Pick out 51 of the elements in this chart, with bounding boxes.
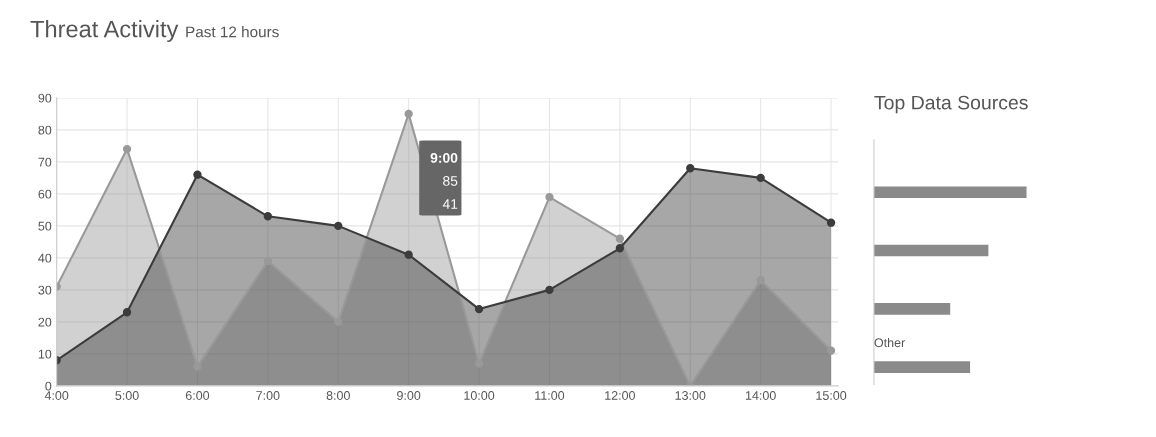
- point: [404, 109, 413, 119]
- point: [404, 250, 413, 259]
- point: [122, 308, 132, 317]
- point: [263, 212, 273, 221]
- point: [615, 244, 625, 253]
- y-tick-label: 80: [38, 125, 52, 135]
- point: [686, 164, 695, 173]
- annotation: 41: [442, 199, 458, 209]
- point: [545, 285, 554, 295]
- y-tick-label: 50: [38, 221, 52, 231]
- x-tick-label: 12:00: [605, 391, 636, 400]
- chart-title: Top Data Sources: [874, 95, 1028, 114]
- x-tick-label: 11:00: [535, 391, 565, 400]
- point: [545, 192, 554, 202]
- x-tick-label: 6:00: [185, 391, 210, 400]
- y-tick-label: 20: [38, 317, 52, 327]
- x-tick-label: 8:00: [326, 391, 350, 400]
- y-tick-label: Other: [874, 337, 905, 348]
- x-tick-label: 13:00: [675, 391, 706, 400]
- x-tick-label: 4:00: [44, 391, 69, 400]
- annotation: 85: [443, 176, 458, 186]
- bar: [873, 361, 971, 373]
- point: [826, 346, 836, 355]
- x-tick-label: 7:00: [256, 391, 280, 400]
- y-tick-label: 30: [38, 285, 52, 295]
- point: [826, 218, 836, 227]
- y-tick-label: 60: [38, 189, 52, 199]
- point: [122, 144, 132, 154]
- point: [474, 304, 484, 314]
- y-tick-label: 90: [38, 93, 52, 103]
- bar: [873, 186, 1027, 199]
- y-tick-label: 40: [38, 253, 52, 263]
- bar: [873, 244, 989, 257]
- bar: [873, 302, 951, 315]
- x-tick-label: 5:00: [115, 391, 139, 400]
- point: [615, 234, 625, 243]
- chart-subtitle: Past 12 hours: [186, 26, 279, 38]
- x-tick-label: 9:00: [397, 391, 421, 400]
- chart-title: Threat Activity: [30, 20, 179, 43]
- x-tick-label: 10:00: [464, 391, 495, 400]
- point: [193, 170, 202, 179]
- y-tick-label: 0: [45, 381, 52, 391]
- y-tick-label: 70: [38, 157, 52, 167]
- y-tick-label: 10: [38, 349, 52, 359]
- point: [756, 173, 765, 183]
- annotation: 9:00: [430, 152, 458, 163]
- x-tick-label: 15:00: [816, 391, 847, 400]
- point: [756, 276, 765, 285]
- point: [334, 221, 343, 231]
- point: [334, 317, 343, 327]
- x-tick-label: 14:00: [745, 391, 776, 400]
